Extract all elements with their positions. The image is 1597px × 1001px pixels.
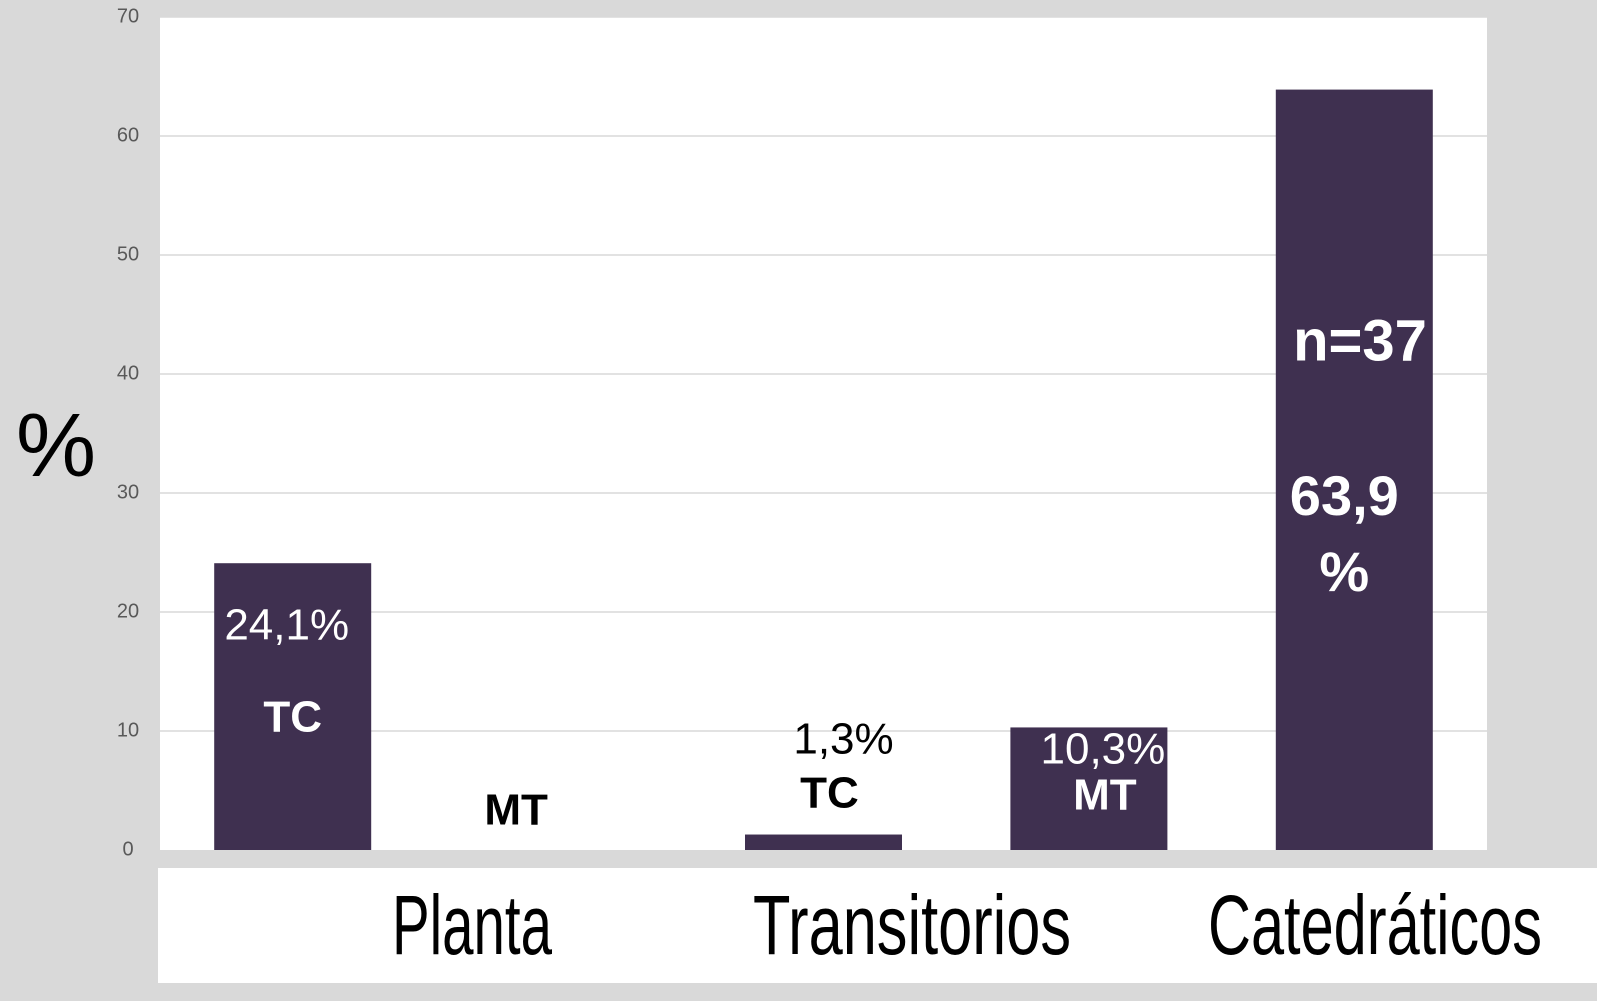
y-tick-label: 20 [117,600,139,622]
y-tick-label: 30 [117,481,139,503]
bar-category-label: MT [1073,771,1137,820]
bar [1275,89,1433,851]
y-tick-label: 70 [117,5,139,27]
bar-category-label: MT [484,786,548,835]
bar [1010,727,1168,850]
value-label: 63,9 % [1289,464,1399,603]
y-tick-label: 50 [117,243,139,265]
label-band [158,868,1597,983]
value-label: 24,1% [224,601,349,650]
bar-category-label: TC [263,693,322,742]
y-tick-label: 0 [122,838,133,860]
bar [214,563,372,850]
value-label-box: 63,9 % [1289,464,1399,603]
value-label: 10,3% [1041,725,1166,774]
bar-category-label: TC [800,769,859,818]
y-tick-label: 60 [117,124,139,146]
y-axis-label: % [16,396,96,496]
group-label: Planta [392,878,552,972]
y-tick-label: 10 [117,719,139,741]
annotation: n=37 [1293,308,1427,373]
plot-area [160,17,1487,850]
group-label: Catedráticos [1208,878,1542,972]
group-label: Transitorios [753,878,1071,972]
bar [745,834,902,850]
y-tick-label: 40 [117,362,139,384]
value-label: 1,3% [793,715,893,764]
